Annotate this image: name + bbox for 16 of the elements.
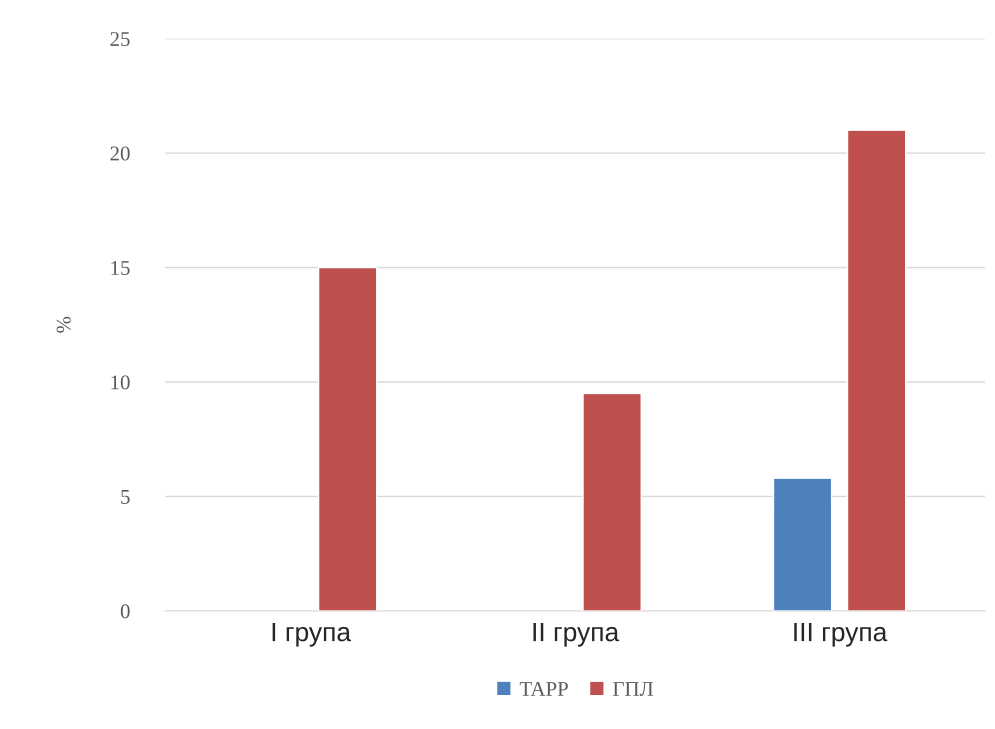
y-tick-label: 20 [110, 146, 130, 161]
y-tick-label: 0 [120, 604, 130, 618]
x-tick-label: III група [794, 622, 888, 647]
x-tick-label: II група [533, 622, 620, 647]
x-tick-label: I група [272, 622, 352, 647]
bar [318, 266, 378, 611]
legend-label: ГПЛ [613, 682, 654, 696]
y-tick-label: 25 [110, 32, 130, 46]
legend-label: TAPP [520, 682, 568, 696]
y-tick-label: 5 [121, 490, 130, 504]
bar [846, 130, 906, 611]
y-tick-label: 10 [111, 375, 130, 390]
bar [582, 392, 642, 611]
y-axis-title: % [56, 316, 71, 333]
y-tick-label: 15 [111, 261, 130, 275]
bar [772, 477, 832, 611]
